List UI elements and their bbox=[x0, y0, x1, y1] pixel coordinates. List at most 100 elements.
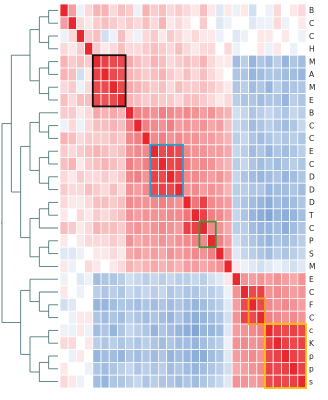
heatmap-cell bbox=[67, 297, 77, 312]
heatmap-cell bbox=[92, 106, 102, 120]
heatmap-cell bbox=[248, 208, 258, 223]
heatmap-cell bbox=[248, 67, 258, 82]
heatmap-cell bbox=[207, 297, 217, 312]
heatmap-cell bbox=[289, 374, 299, 389]
heatmap-cell bbox=[84, 297, 94, 312]
heatmap-cell bbox=[157, 157, 167, 171]
heatmap-cell bbox=[297, 42, 307, 56]
heatmap-cell bbox=[289, 3, 299, 18]
heatmap-cell bbox=[166, 233, 176, 248]
heatmap-cell bbox=[76, 336, 86, 350]
heatmap-cell bbox=[133, 361, 143, 376]
heatmap-cell bbox=[125, 323, 135, 338]
heatmap-cell bbox=[198, 93, 208, 107]
heatmap-cell bbox=[256, 285, 266, 299]
heatmap-cell bbox=[198, 3, 208, 18]
heatmap-cell bbox=[280, 195, 290, 210]
heatmap-cell bbox=[174, 93, 184, 107]
heatmap-cell bbox=[76, 323, 86, 338]
heatmap-cell bbox=[108, 93, 118, 107]
heatmap-cell bbox=[297, 144, 307, 159]
heatmap-cell bbox=[149, 361, 159, 376]
heatmap-cell bbox=[297, 118, 307, 133]
heatmap-cell bbox=[239, 259, 249, 274]
heatmap-cell bbox=[289, 182, 299, 197]
heatmap-cell bbox=[256, 29, 266, 43]
heatmap-cell bbox=[272, 182, 282, 197]
heatmap-cell bbox=[76, 67, 86, 82]
heatmap-cell bbox=[248, 233, 258, 248]
heatmap-cell bbox=[289, 297, 299, 312]
heatmap-cell bbox=[59, 16, 69, 30]
heatmap-cell bbox=[190, 106, 200, 120]
heatmap-cell bbox=[59, 169, 69, 184]
heatmap-cell bbox=[231, 29, 241, 43]
heatmap-cell bbox=[264, 29, 274, 43]
heatmap-cell bbox=[141, 374, 151, 389]
heatmap-cell bbox=[231, 233, 241, 248]
heatmap-cell bbox=[239, 297, 249, 312]
heatmap-cell bbox=[67, 16, 77, 30]
heatmap-cell bbox=[223, 42, 233, 56]
heatmap-cell bbox=[117, 67, 127, 82]
heatmap-cell bbox=[182, 93, 192, 107]
heatmap-cell bbox=[117, 93, 127, 107]
heatmap-cell bbox=[92, 285, 102, 299]
heatmap-cell bbox=[190, 131, 200, 146]
heatmap-cell bbox=[182, 374, 192, 389]
heatmap-cell bbox=[256, 182, 266, 197]
heatmap-cell bbox=[76, 3, 86, 18]
heatmap-cell bbox=[117, 16, 127, 30]
heatmap-cell bbox=[198, 246, 208, 261]
heatmap-cell bbox=[166, 323, 176, 338]
heatmap-cell bbox=[207, 195, 217, 210]
heatmap-cell bbox=[264, 42, 274, 56]
heatmap-cell bbox=[182, 233, 192, 248]
heatmap-cell bbox=[166, 80, 176, 95]
heatmap-cell bbox=[289, 42, 299, 56]
heatmap-cell bbox=[264, 157, 274, 171]
heatmap-cell bbox=[84, 93, 94, 107]
heatmap-cell bbox=[166, 208, 176, 223]
heatmap-cell bbox=[141, 106, 151, 120]
heatmap-cell bbox=[280, 336, 290, 350]
heatmap-cell bbox=[92, 323, 102, 338]
heatmap-cell bbox=[59, 144, 69, 159]
heatmap-cell bbox=[248, 246, 258, 261]
heatmap-cell bbox=[272, 336, 282, 350]
heatmap-cell bbox=[297, 246, 307, 261]
heatmap-cell bbox=[149, 208, 159, 223]
heatmap-cell bbox=[67, 29, 77, 43]
heatmap-cell bbox=[141, 208, 151, 223]
heatmap-cell bbox=[280, 3, 290, 18]
heatmap-cell bbox=[125, 310, 135, 325]
heatmap-cell bbox=[157, 195, 167, 210]
heatmap-cell bbox=[76, 195, 86, 210]
heatmap-cell bbox=[182, 285, 192, 299]
heatmap-cell bbox=[92, 195, 102, 210]
heatmap-cell bbox=[198, 336, 208, 350]
heatmap-cell bbox=[149, 3, 159, 18]
heatmap-cell bbox=[117, 361, 127, 376]
heatmap-cell bbox=[125, 246, 135, 261]
heatmap-cell bbox=[133, 16, 143, 30]
heatmap-cell bbox=[133, 233, 143, 248]
heatmap-cell bbox=[256, 259, 266, 274]
heatmap-cell bbox=[280, 93, 290, 107]
heatmap-cell bbox=[272, 42, 282, 56]
heatmap-cell bbox=[117, 336, 127, 350]
heatmap-cell bbox=[182, 195, 192, 210]
row-label: C bbox=[309, 19, 314, 28]
heatmap-cell bbox=[141, 54, 151, 69]
heatmap-cell bbox=[215, 29, 225, 43]
heatmap-cell bbox=[289, 80, 299, 95]
heatmap-cell bbox=[231, 157, 241, 171]
row-label: D bbox=[309, 198, 315, 207]
heatmap-cell bbox=[117, 374, 127, 389]
heatmap-cell bbox=[84, 233, 94, 248]
heatmap-cell bbox=[133, 29, 143, 43]
heatmap-cell bbox=[100, 233, 110, 248]
heatmap-cell bbox=[256, 106, 266, 120]
heatmap-cell bbox=[198, 106, 208, 120]
heatmap-cell bbox=[289, 221, 299, 235]
